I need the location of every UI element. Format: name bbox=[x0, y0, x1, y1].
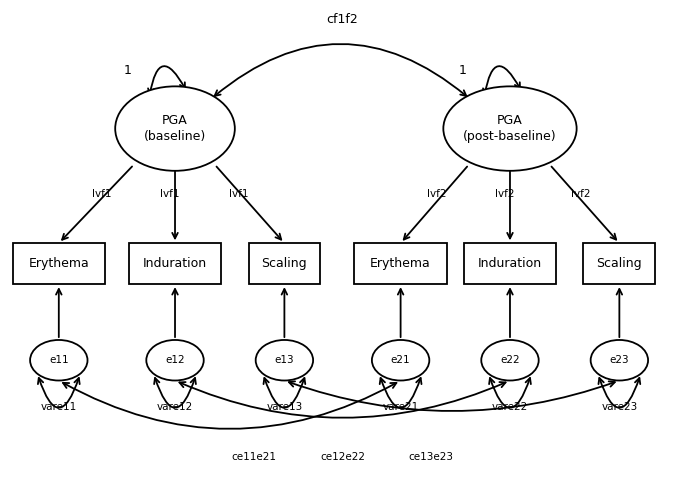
FancyBboxPatch shape bbox=[584, 243, 656, 284]
Text: ce13e23: ce13e23 bbox=[409, 452, 454, 462]
Text: PGA
(post-baseline): PGA (post-baseline) bbox=[463, 114, 557, 143]
FancyBboxPatch shape bbox=[354, 243, 447, 284]
Text: e12: e12 bbox=[165, 355, 185, 365]
Text: PGA
(baseline): PGA (baseline) bbox=[144, 114, 206, 143]
FancyBboxPatch shape bbox=[129, 243, 221, 284]
Text: lvf1: lvf1 bbox=[92, 189, 112, 199]
Text: 1: 1 bbox=[123, 64, 131, 77]
Text: Scaling: Scaling bbox=[262, 257, 307, 270]
Text: e22: e22 bbox=[500, 355, 520, 365]
Text: vare13: vare13 bbox=[266, 402, 303, 412]
Text: Induration: Induration bbox=[478, 257, 542, 270]
Text: 1: 1 bbox=[458, 64, 466, 77]
Text: vare23: vare23 bbox=[601, 402, 638, 412]
Text: Scaling: Scaling bbox=[597, 257, 642, 270]
Text: ce11e21: ce11e21 bbox=[231, 452, 276, 462]
Text: e23: e23 bbox=[610, 355, 630, 365]
Text: vare22: vare22 bbox=[492, 402, 528, 412]
Text: ce12e22: ce12e22 bbox=[320, 452, 365, 462]
Text: lvf2: lvf2 bbox=[571, 189, 590, 199]
Text: Erythema: Erythema bbox=[28, 257, 89, 270]
Text: e21: e21 bbox=[391, 355, 410, 365]
Text: lvf2: lvf2 bbox=[427, 189, 447, 199]
Text: lvf2: lvf2 bbox=[495, 189, 515, 199]
Circle shape bbox=[482, 340, 538, 380]
Circle shape bbox=[30, 340, 88, 380]
Text: e13: e13 bbox=[275, 355, 294, 365]
FancyBboxPatch shape bbox=[464, 243, 556, 284]
Text: vare11: vare11 bbox=[40, 402, 77, 412]
FancyBboxPatch shape bbox=[249, 243, 321, 284]
FancyBboxPatch shape bbox=[12, 243, 105, 284]
Text: lvf1: lvf1 bbox=[160, 189, 180, 199]
Ellipse shape bbox=[115, 86, 235, 171]
Text: e11: e11 bbox=[49, 355, 68, 365]
Ellipse shape bbox=[443, 86, 577, 171]
Circle shape bbox=[590, 340, 648, 380]
Circle shape bbox=[256, 340, 313, 380]
Text: lvf1: lvf1 bbox=[229, 189, 249, 199]
Text: Induration: Induration bbox=[143, 257, 207, 270]
Text: vare12: vare12 bbox=[157, 402, 193, 412]
Text: cf1f2: cf1f2 bbox=[327, 13, 358, 26]
Circle shape bbox=[372, 340, 429, 380]
Circle shape bbox=[147, 340, 203, 380]
Text: Erythema: Erythema bbox=[370, 257, 431, 270]
Text: vare21: vare21 bbox=[382, 402, 419, 412]
